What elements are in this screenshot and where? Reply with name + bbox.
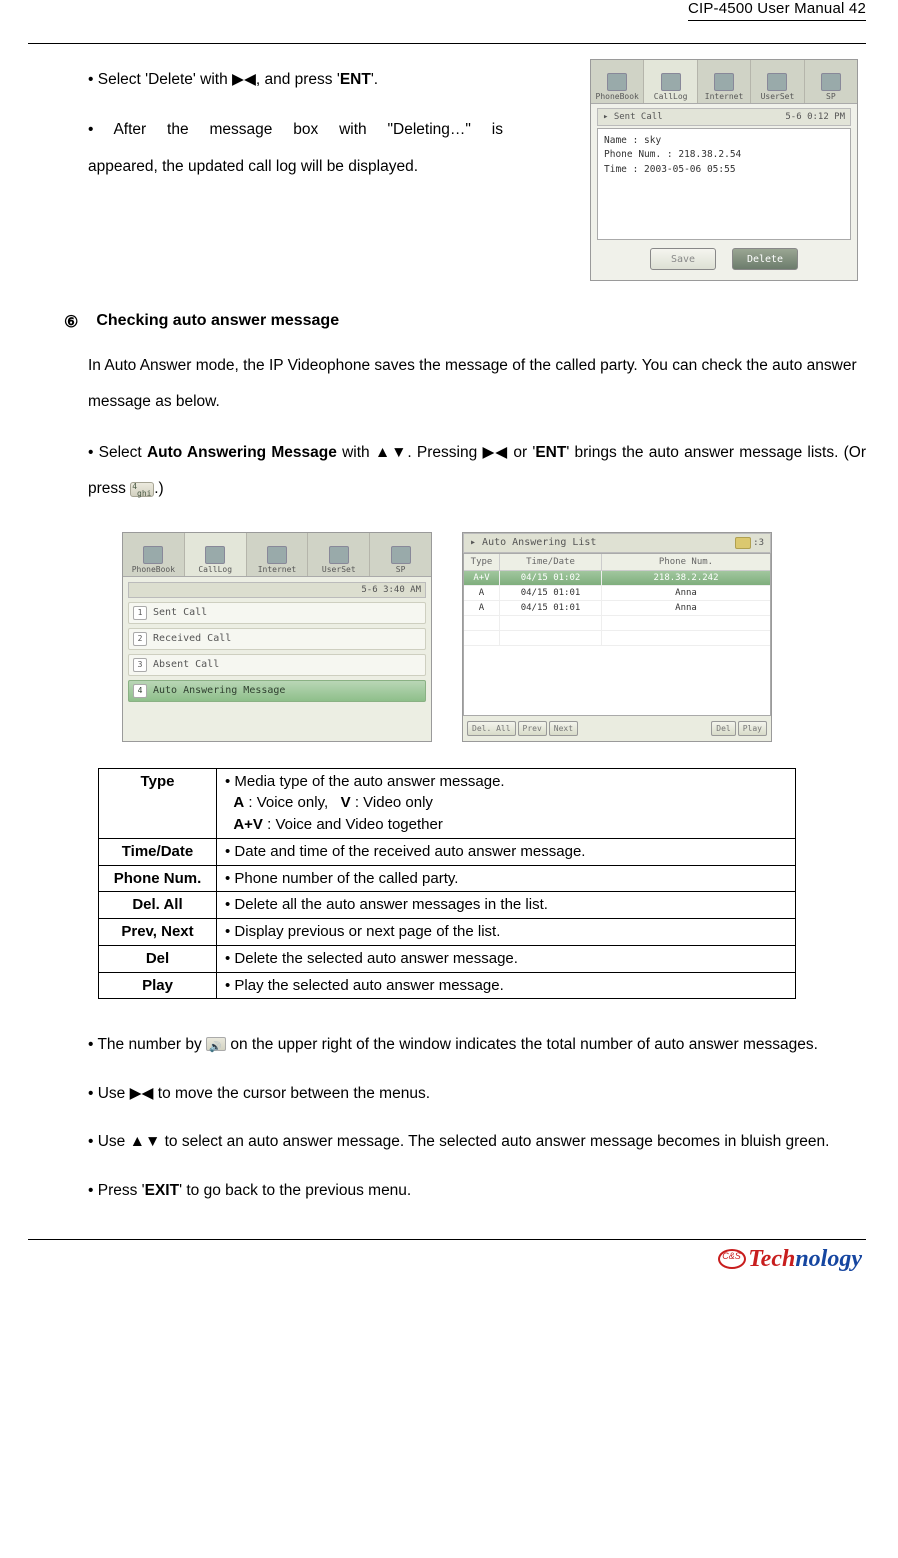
- del-button[interactable]: Del: [711, 721, 735, 736]
- aa-row-empty: [464, 631, 770, 646]
- status-bar: ▸ Sent Call 5-6 0:12 PM: [597, 108, 851, 126]
- bullet-after-line2: appeared, the updated call log will be d…: [88, 149, 503, 185]
- bullet-marker: •: [88, 444, 99, 461]
- bottom-bullet-4: • Press 'EXIT' to go back to the previou…: [88, 1173, 866, 1209]
- bullet-after-line1: • After the message box with "Deleting…"…: [88, 112, 503, 148]
- tab-userset[interactable]: UserSet: [751, 60, 804, 103]
- page-header: CIP-4500 User Manual 42: [28, 0, 866, 25]
- section-marker: ⑥: [64, 312, 78, 332]
- list-item[interactable]: 1Sent Call: [128, 602, 426, 624]
- screenshot-calllog-menu: PhoneBook CallLog Internet UserSet SP 5-…: [122, 532, 432, 742]
- list-item-selected[interactable]: 4Auto Answering Message: [128, 680, 426, 702]
- list-item[interactable]: 3Absent Call: [128, 654, 426, 676]
- aa-header: ▸ Auto Answering List 🔊:3:3: [463, 533, 771, 553]
- definitions-table: Type • Media type of the auto answer mes…: [98, 768, 796, 1000]
- tab-sp[interactable]: SP: [805, 60, 857, 103]
- tab-userset[interactable]: UserSet: [308, 533, 370, 576]
- date-row: 5-6 3:40 AM: [128, 582, 426, 598]
- table-row: Del• Delete the selected auto answer mes…: [99, 945, 796, 972]
- arrow-lr: ▶◀: [482, 444, 508, 461]
- bullet-marker: •: [88, 1182, 98, 1199]
- tabs: PhoneBook CallLog Internet UserSet SP: [591, 60, 857, 104]
- section6-para1: In Auto Answer mode, the IP Videophone s…: [88, 348, 866, 421]
- table-row: Del. All• Delete all the auto answer mes…: [99, 892, 796, 919]
- aa-row[interactable]: A 04/15 01:01 Anna: [464, 601, 770, 616]
- logo-icon: [718, 1249, 746, 1269]
- aa-row[interactable]: A 04/15 01:01 Anna: [464, 586, 770, 601]
- tab-phonebook[interactable]: PhoneBook: [123, 533, 185, 576]
- bullet-marker: •: [88, 121, 113, 138]
- tab-internet[interactable]: Internet: [247, 533, 309, 576]
- footer-logo: Technology: [28, 1240, 866, 1295]
- bottom-bullet-1: • The number by on the upper right of th…: [88, 1027, 866, 1063]
- screenshot-save-delete: PhoneBook CallLog Internet UserSet SP ▸ …: [590, 59, 858, 281]
- list-item[interactable]: 2Received Call: [128, 628, 426, 650]
- tab-phonebook[interactable]: PhoneBook: [591, 60, 644, 103]
- speaker-badge-icon: [735, 537, 751, 549]
- delete-button[interactable]: Delete: [732, 248, 798, 270]
- table-row: Play• Play the selected auto answer mess…: [99, 972, 796, 999]
- bottom-bullet-2: • Use ▶◀ to move the cursor between the …: [88, 1076, 866, 1112]
- prev-button[interactable]: Prev: [518, 721, 547, 736]
- screenshot-aa-list: ▸ Auto Answering List 🔊:3:3 Type Time/Da…: [462, 532, 772, 742]
- save-button[interactable]: Save: [650, 248, 716, 270]
- arrow-lr: ▶◀: [130, 1085, 154, 1102]
- aa-columns: Type Time/Date Phone Num.: [464, 554, 770, 571]
- table-row: Time/Date• Date and time of the received…: [99, 838, 796, 865]
- page-number: 42: [849, 0, 866, 17]
- arrow-ud: ▲▼: [375, 444, 408, 461]
- header-title: CIP-4500 User Manual: [688, 0, 845, 17]
- tab-sp[interactable]: SP: [370, 533, 431, 576]
- arrow-lr: ▶◀: [232, 71, 256, 88]
- next-button[interactable]: Next: [549, 721, 578, 736]
- info-box: Name : sky Phone Num. : 218.38.2.54 Time…: [597, 128, 851, 240]
- tab-calllog[interactable]: CallLog: [644, 60, 697, 103]
- key-icon: 4 ghi: [130, 482, 154, 497]
- section6-bullet-a: • Select Auto Answering Message with ▲▼.…: [88, 435, 866, 508]
- aa-row[interactable]: A+V 04/15 01:02 218.38.2.242: [464, 571, 770, 586]
- bullet-delete: • Select 'Delete' with ▶◀, and press 'EN…: [88, 62, 503, 98]
- bullet-marker: •: [88, 1085, 98, 1102]
- bullet-marker: •: [88, 71, 98, 88]
- arrow-ud: ▲▼: [130, 1133, 161, 1150]
- play-button[interactable]: Play: [738, 721, 767, 736]
- aa-row-empty: [464, 616, 770, 631]
- section-6-title: ⑥ Checking auto answer message: [64, 312, 866, 332]
- speaker-icon: [206, 1037, 226, 1051]
- tab-internet[interactable]: Internet: [698, 60, 751, 103]
- table-row: Prev, Next• Display previous or next pag…: [99, 919, 796, 946]
- bullet-marker: •: [88, 1133, 98, 1150]
- bottom-bullet-3: • Use ▲▼ to select an auto answer messag…: [88, 1124, 866, 1160]
- del-all-button[interactable]: Del. All: [467, 721, 516, 736]
- tab-calllog[interactable]: CallLog: [185, 533, 247, 576]
- table-row: Type • Media type of the auto answer mes…: [99, 768, 796, 838]
- table-row: Phone Num.• Phone number of the called p…: [99, 865, 796, 892]
